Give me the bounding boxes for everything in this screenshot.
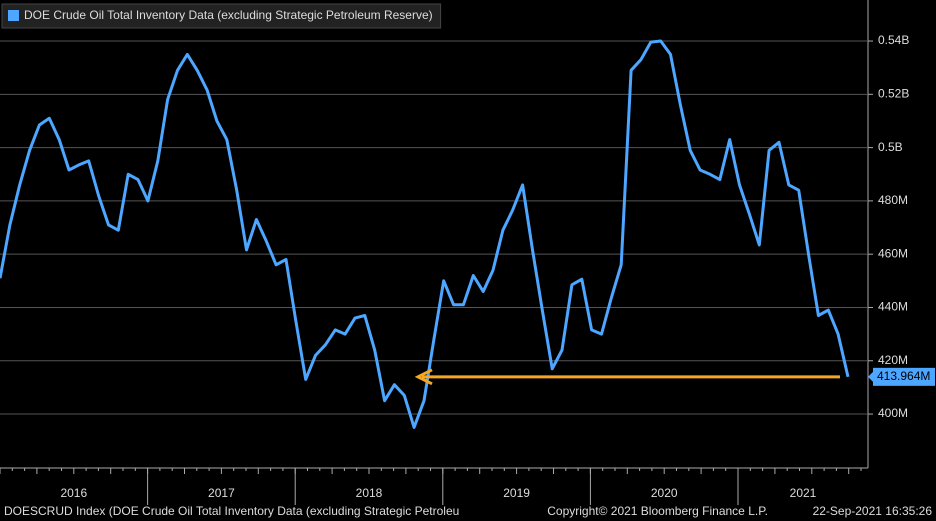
annotation-arrowhead bbox=[414, 368, 433, 386]
legend-label: DOE Crude Oil Total Inventory Data (excl… bbox=[24, 8, 433, 22]
y-tick-label: 0.5B bbox=[878, 140, 903, 154]
x-tick-label: 2018 bbox=[356, 486, 383, 500]
footer-ticker: DOESCRUD Index (DOE Crude Oil Total Inve… bbox=[4, 504, 459, 518]
y-tick-label: 440M bbox=[878, 300, 908, 314]
x-tick-label: 2020 bbox=[651, 486, 678, 500]
last-value-pointer bbox=[868, 371, 873, 382]
y-tick-label: 400M bbox=[878, 406, 908, 420]
footer-copyright: Copyright© 2021 Bloomberg Finance L.P. bbox=[547, 504, 768, 518]
x-tick-label: 2021 bbox=[790, 486, 817, 500]
x-tick-label: 2017 bbox=[208, 486, 235, 500]
x-tick-label: 2019 bbox=[503, 486, 530, 500]
data-line bbox=[0, 39, 850, 429]
x-tick-label: 2016 bbox=[60, 486, 87, 500]
y-tick-label: 420M bbox=[878, 353, 908, 367]
last-value-label: 413.964M bbox=[877, 369, 930, 383]
last-value-box bbox=[873, 367, 935, 386]
y-tick-label: 480M bbox=[878, 193, 908, 207]
legend-box bbox=[1, 3, 442, 29]
y-tick-label: 0.54B bbox=[878, 33, 909, 47]
legend-swatch bbox=[8, 10, 19, 21]
y-tick-label: 460M bbox=[878, 246, 908, 260]
y-tick-label: 0.52B bbox=[878, 86, 909, 100]
footer-timestamp: 22-Sep-2021 16:35:26 bbox=[813, 504, 933, 518]
